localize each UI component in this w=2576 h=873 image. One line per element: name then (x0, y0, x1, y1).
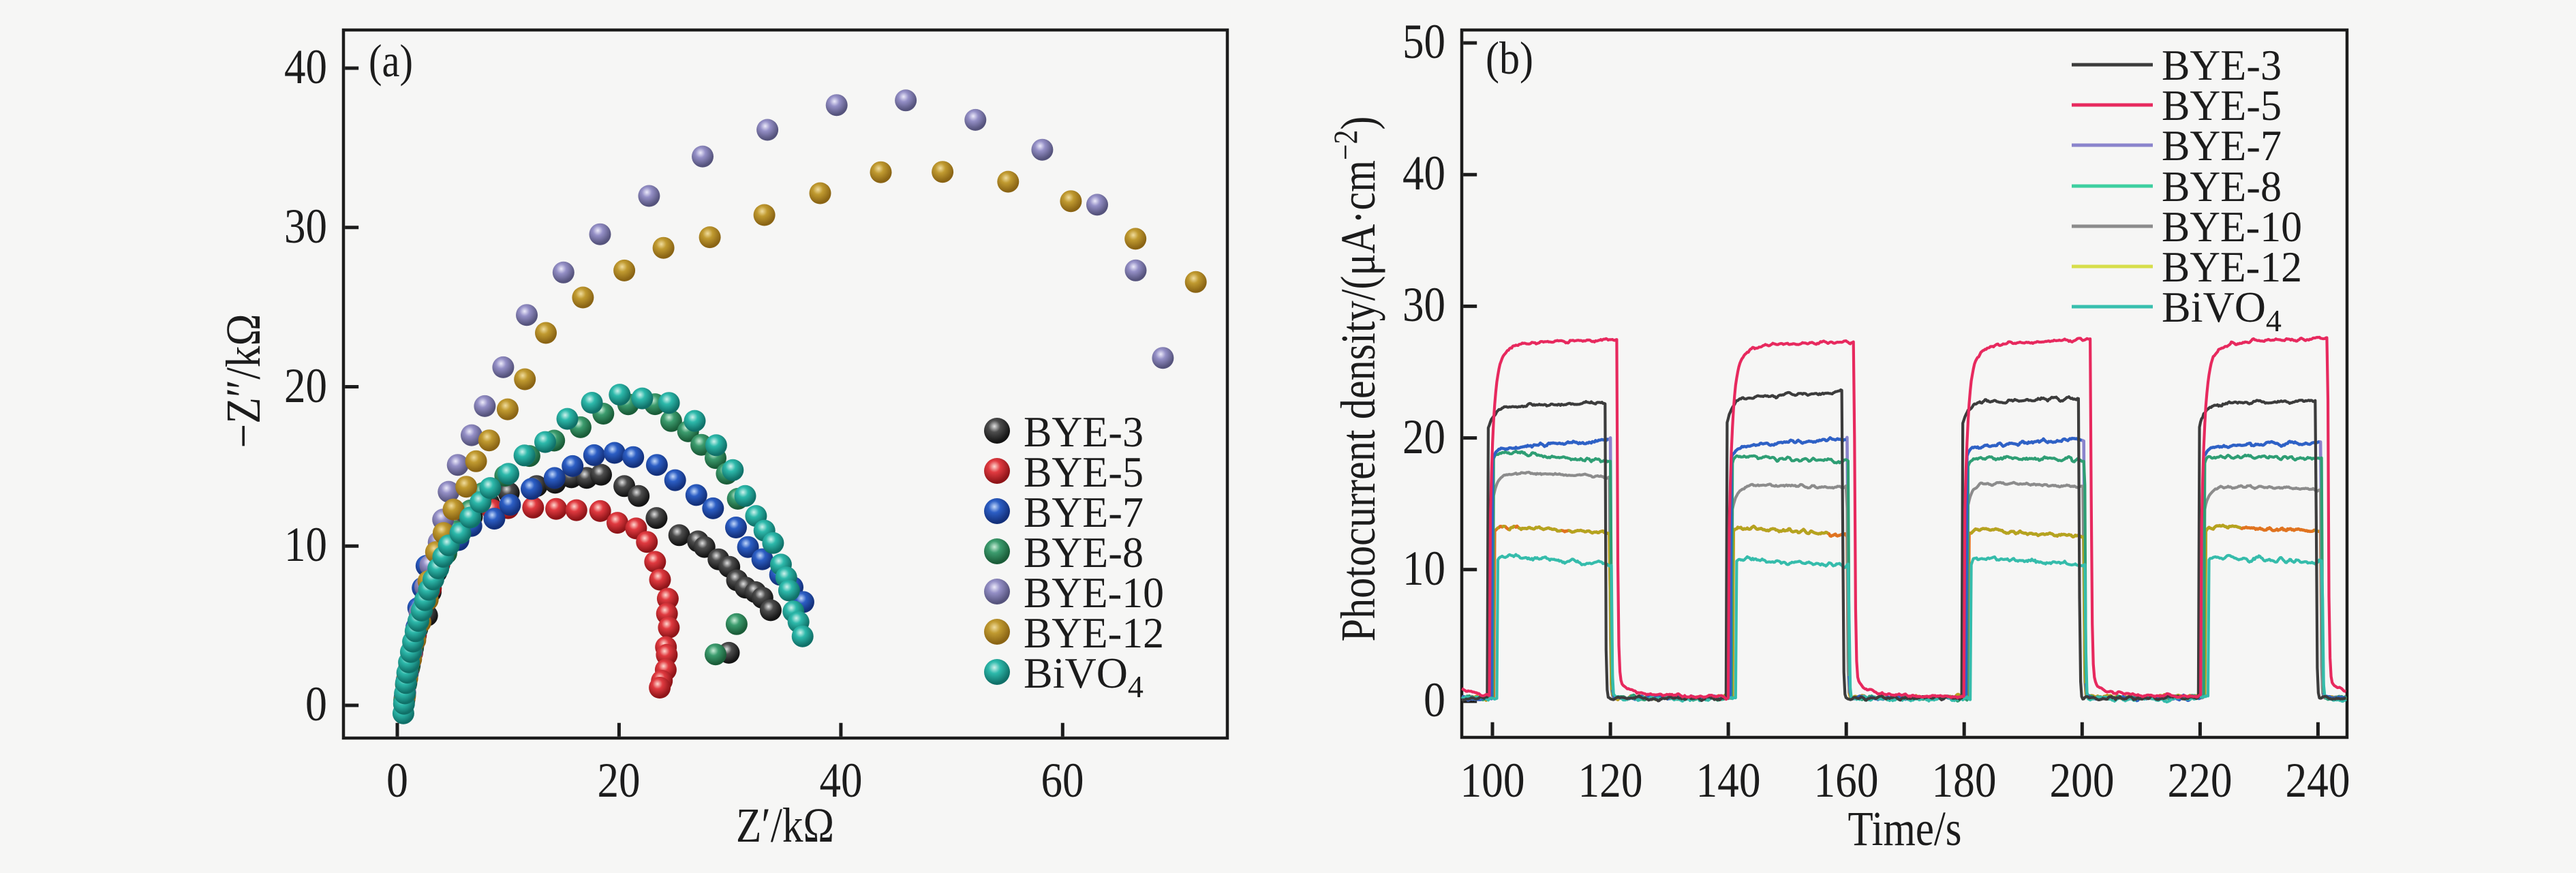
svg-text:30: 30 (284, 199, 327, 254)
svg-text:20: 20 (598, 753, 641, 808)
svg-text:240: 240 (2286, 753, 2350, 808)
svg-text:BYE-12: BYE-12 (2162, 243, 2302, 291)
svg-text:Photocurrent density/(μA·cm−2): Photocurrent density/(μA·cm−2) (1326, 116, 1385, 641)
svg-text:BYE-7: BYE-7 (2162, 121, 2282, 170)
svg-text:20: 20 (1402, 410, 1445, 464)
svg-text:BiVO4: BiVO4 (1024, 649, 1144, 704)
svg-text:(b): (b) (1486, 32, 1533, 84)
svg-text:−Z″/kΩ: −Z″/kΩ (216, 314, 271, 448)
svg-text:BYE-5: BYE-5 (2162, 81, 2282, 129)
svg-text:140: 140 (1696, 753, 1761, 808)
svg-text:10: 10 (1402, 541, 1445, 596)
svg-text:(a): (a) (369, 35, 413, 87)
svg-text:60: 60 (1041, 753, 1084, 808)
svg-text:BYE-8: BYE-8 (1024, 528, 1144, 577)
svg-text:100: 100 (1460, 753, 1525, 808)
svg-text:40: 40 (820, 753, 863, 808)
svg-text:20: 20 (284, 358, 327, 413)
svg-text:30: 30 (1402, 277, 1445, 332)
svg-text:40: 40 (284, 40, 327, 94)
svg-text:0: 0 (386, 753, 408, 808)
svg-text:0: 0 (1424, 673, 1445, 727)
svg-text:10: 10 (284, 517, 327, 572)
svg-text:200: 200 (2050, 753, 2115, 808)
svg-text:50: 50 (1402, 14, 1445, 69)
svg-text:Z′/kΩ: Z′/kΩ (736, 798, 834, 853)
svg-text:220: 220 (2168, 753, 2233, 808)
svg-text:BYE-12: BYE-12 (1024, 609, 1164, 657)
svg-text:0: 0 (305, 677, 327, 731)
svg-text:160: 160 (1814, 753, 1879, 808)
svg-text:180: 180 (1932, 753, 1997, 808)
svg-text:120: 120 (1578, 753, 1643, 808)
svg-text:BYE-3: BYE-3 (2162, 41, 2282, 89)
svg-text:BYE-5: BYE-5 (1024, 448, 1144, 496)
svg-text:BYE-3: BYE-3 (1024, 408, 1144, 456)
svg-text:40: 40 (1402, 146, 1445, 200)
svg-text:BYE-10: BYE-10 (1024, 568, 1164, 617)
svg-text:BYE-8: BYE-8 (2162, 162, 2282, 211)
svg-text:BYE-10: BYE-10 (2162, 202, 2302, 251)
svg-text:BiVO4: BiVO4 (2162, 283, 2282, 338)
svg-text:Time/s: Time/s (1848, 801, 1962, 856)
svg-text:BYE-7: BYE-7 (1024, 488, 1144, 536)
